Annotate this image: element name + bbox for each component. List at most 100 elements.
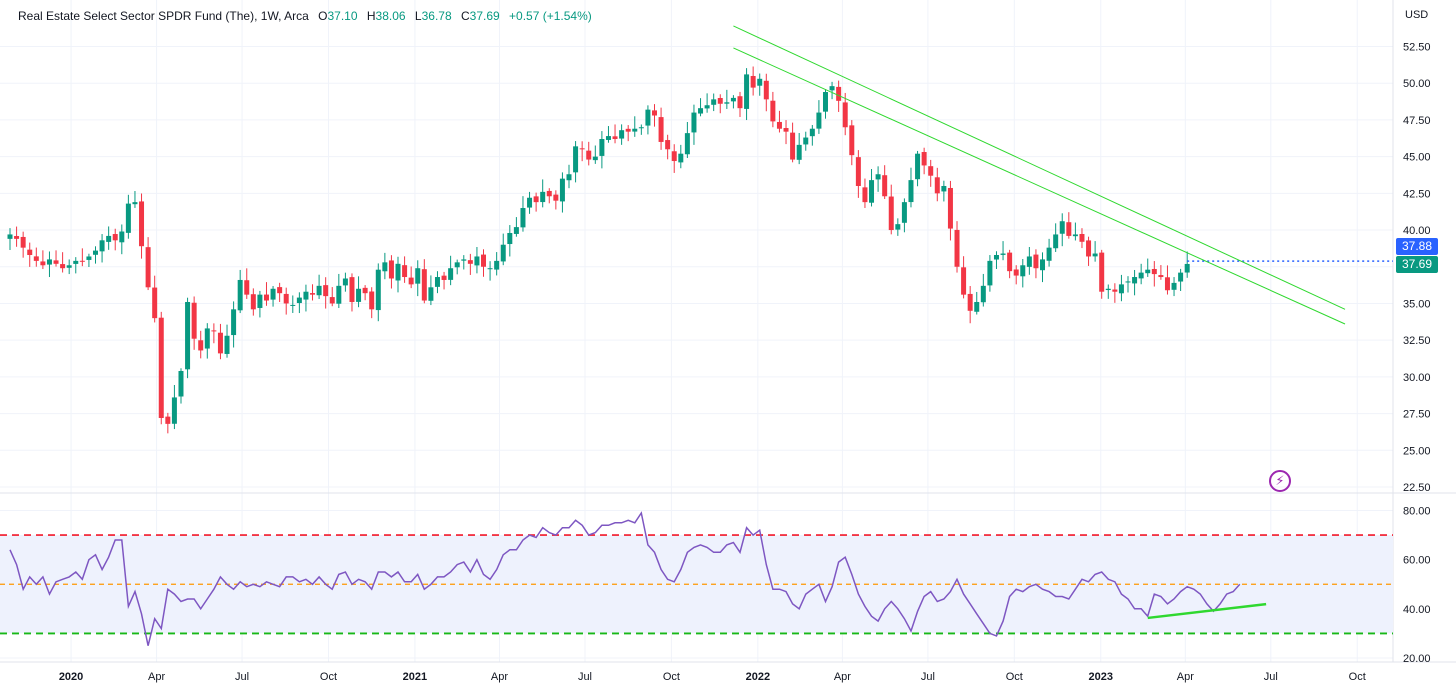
candle-body bbox=[329, 297, 335, 304]
time-tick-label: Oct bbox=[1006, 671, 1023, 683]
candle-body bbox=[921, 152, 927, 166]
candle-body bbox=[527, 197, 533, 208]
candle-body bbox=[776, 121, 782, 129]
candle-body bbox=[500, 244, 506, 262]
candle-body bbox=[822, 92, 828, 112]
candle-body bbox=[217, 332, 223, 354]
candle-body bbox=[711, 99, 717, 105]
candle-body bbox=[783, 128, 789, 132]
candle-body bbox=[803, 137, 809, 145]
candle-body bbox=[540, 191, 546, 203]
candle-body bbox=[178, 371, 184, 397]
candle-body bbox=[250, 294, 256, 310]
candle-body bbox=[454, 262, 460, 268]
candle-body bbox=[448, 268, 454, 280]
downtrend-line bbox=[733, 47, 1346, 325]
candle-body bbox=[79, 260, 85, 262]
price-axis: 52.5050.0047.5045.0042.5040.0037.5035.00… bbox=[1403, 42, 1431, 495]
candle-body bbox=[954, 229, 960, 267]
candle-body bbox=[901, 202, 907, 223]
candle-body bbox=[46, 259, 52, 265]
rsi-levels bbox=[0, 534, 1393, 635]
candle-body bbox=[112, 234, 118, 241]
candle-body bbox=[592, 156, 598, 161]
candle-body bbox=[1059, 221, 1065, 234]
close-value: 37.69 bbox=[469, 9, 500, 23]
candle-body bbox=[1151, 268, 1157, 275]
candle-body bbox=[730, 97, 736, 102]
candle-body bbox=[855, 157, 861, 186]
time-tick-label: Apr bbox=[834, 671, 851, 683]
candle-body bbox=[816, 112, 822, 129]
candle-body bbox=[961, 267, 967, 295]
time-axis: 2020 Apr Jul Oct 2021 Apr Jul Oct 2022 Apr Jul Oct 2… bbox=[59, 671, 1366, 683]
candle-body bbox=[481, 254, 487, 267]
candle-body bbox=[1013, 269, 1019, 276]
price-tick-label: 45.00 bbox=[1403, 152, 1431, 164]
candle-body bbox=[231, 309, 237, 336]
candle-body bbox=[809, 128, 815, 137]
time-tick-label: Jul bbox=[578, 671, 592, 683]
candle-body bbox=[520, 208, 526, 228]
candle-body bbox=[599, 139, 605, 156]
candle-body bbox=[763, 80, 769, 100]
price-tick-label: 32.50 bbox=[1403, 335, 1431, 347]
candle-body bbox=[99, 240, 105, 252]
candle-body bbox=[382, 262, 388, 272]
candle-body bbox=[1000, 253, 1006, 255]
candle-body bbox=[573, 146, 579, 173]
price-tick-label: 40.00 bbox=[1403, 225, 1431, 237]
high-label: H bbox=[366, 9, 376, 23]
candle-body bbox=[1072, 234, 1078, 237]
candle-body bbox=[757, 78, 763, 86]
rsi-axis: 80.00 60.00 40.00 20.00 bbox=[1403, 506, 1431, 666]
candle-body bbox=[928, 166, 934, 176]
candle-body bbox=[993, 255, 999, 260]
time-tick-label: Apr bbox=[148, 671, 165, 683]
rsi-tick-label: 20.00 bbox=[1403, 653, 1431, 665]
candle-body bbox=[553, 194, 559, 201]
candle-body bbox=[119, 231, 125, 243]
time-tick-label: Jul bbox=[921, 671, 935, 683]
candle-body bbox=[1007, 252, 1013, 272]
time-tick-label: Oct bbox=[1349, 671, 1366, 683]
open-label: O bbox=[318, 9, 328, 23]
candle-body bbox=[947, 187, 953, 229]
lightning-bolt-icon[interactable]: ⚡︎ bbox=[1269, 470, 1291, 492]
time-tick-label: 2022 bbox=[746, 671, 770, 683]
candle-body bbox=[244, 280, 250, 295]
candle-body bbox=[257, 294, 263, 308]
candle-body bbox=[717, 97, 723, 104]
symbol-title: Real Estate Select Sector SPDR Fund (The… bbox=[18, 9, 309, 23]
candle-body bbox=[1099, 252, 1105, 292]
candle-body bbox=[1178, 272, 1184, 282]
candle-body bbox=[684, 133, 690, 155]
candle-body bbox=[967, 293, 973, 311]
candle-body bbox=[1040, 259, 1046, 271]
candle-body bbox=[1145, 269, 1151, 274]
low-value: 36.78 bbox=[421, 9, 452, 23]
candle-body bbox=[678, 153, 684, 163]
candle-body bbox=[842, 102, 848, 128]
candle-body bbox=[737, 96, 743, 109]
candle-body bbox=[1046, 247, 1052, 261]
candle-body bbox=[941, 185, 947, 192]
candle-body bbox=[33, 256, 39, 261]
candle-body bbox=[303, 291, 309, 300]
candle-body bbox=[428, 287, 434, 301]
candle-body bbox=[724, 102, 730, 104]
candle-body bbox=[1171, 282, 1177, 290]
candle-body bbox=[744, 74, 750, 109]
candle-body bbox=[987, 260, 993, 286]
open-value: 37.10 bbox=[327, 9, 358, 23]
time-tick-label: Oct bbox=[663, 671, 680, 683]
candle-body bbox=[125, 203, 131, 233]
time-tick-label: Apr bbox=[491, 671, 508, 683]
candle-body bbox=[356, 288, 362, 302]
candle-body bbox=[895, 224, 901, 230]
price-tick-label: 42.50 bbox=[1403, 188, 1431, 200]
candle-body bbox=[434, 277, 440, 287]
candle-body bbox=[66, 265, 72, 268]
candle-body bbox=[612, 136, 618, 140]
candle-body bbox=[336, 285, 342, 304]
